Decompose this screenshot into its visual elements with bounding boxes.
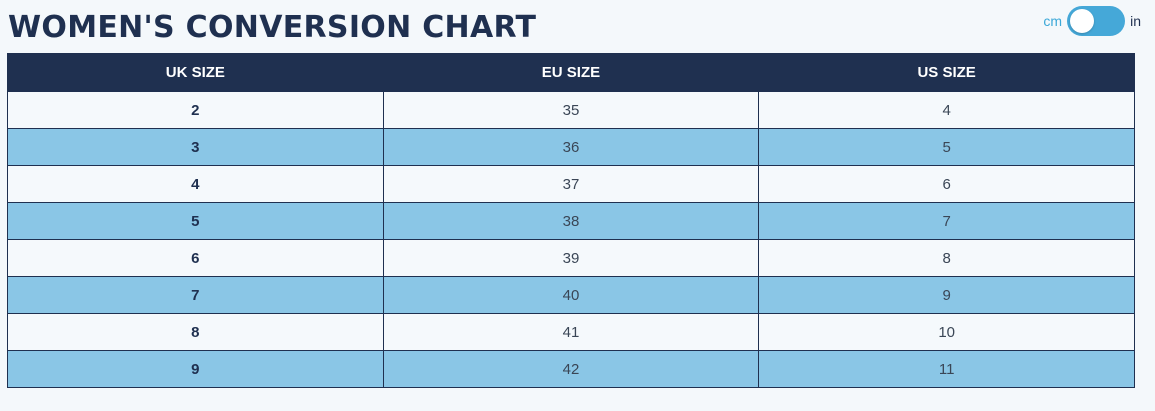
cell-eu-size: 42 [382,350,760,388]
unit-switch[interactable] [1067,6,1126,36]
table-row: 6 39 8 [7,239,1135,277]
cell-us-size: 10 [758,313,1135,351]
header-us-size: US SIZE [758,53,1135,92]
cell-eu-size: 37 [382,165,760,203]
cell-eu-size: 39 [382,239,760,277]
unit-label-cm: cm [1043,13,1063,29]
cell-us-size: 6 [758,165,1135,203]
header-eu-size: EU SIZE [382,53,760,92]
unit-toggle: cm in [1043,6,1141,36]
size-conversion-table: UK SIZE EU SIZE US SIZE 2 35 4 3 36 5 4 … [7,53,1135,388]
table-row: 2 35 4 [7,91,1135,129]
cell-eu-size: 38 [382,202,760,240]
cell-us-size: 8 [758,239,1135,277]
cell-us-size: 7 [758,202,1135,240]
cell-uk-size: 5 [7,202,384,240]
table-row: 4 37 6 [7,165,1135,203]
cell-us-size: 11 [758,350,1135,388]
cell-eu-size: 41 [382,313,760,351]
table-row: 8 41 10 [7,313,1135,351]
cell-uk-size: 9 [7,350,384,388]
table-row: 9 42 11 [7,350,1135,388]
cell-us-size: 9 [758,276,1135,314]
switch-knob[interactable] [1070,9,1095,33]
cell-uk-size: 4 [7,165,384,203]
table-header-row: UK SIZE EU SIZE US SIZE [7,53,1135,92]
unit-label-in: in [1130,13,1141,29]
cell-eu-size: 36 [382,128,760,166]
cell-uk-size: 2 [7,91,384,129]
table-row: 7 40 9 [7,276,1135,314]
cell-eu-size: 35 [382,91,760,129]
cell-uk-size: 6 [7,239,384,277]
table-row: 3 36 5 [7,128,1135,166]
cell-uk-size: 7 [7,276,384,314]
table-row: 5 38 7 [7,202,1135,240]
header-uk-size: UK SIZE [7,53,384,92]
cell-eu-size: 40 [382,276,760,314]
cell-uk-size: 3 [7,128,384,166]
page-title: WOMEN'S CONVERSION CHART [8,10,537,45]
cell-us-size: 4 [758,91,1135,129]
cell-us-size: 5 [758,128,1135,166]
cell-uk-size: 8 [7,313,384,351]
